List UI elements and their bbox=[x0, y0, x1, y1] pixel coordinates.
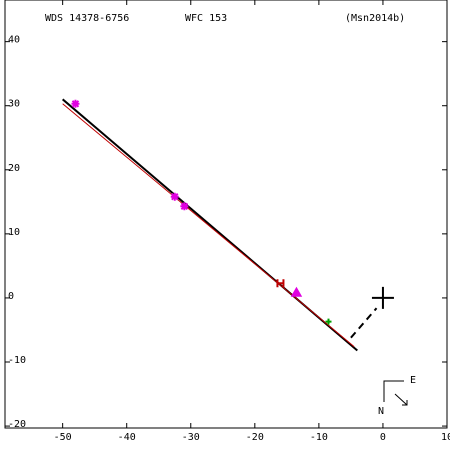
x-tick-label: -20 bbox=[246, 432, 264, 443]
header-name: WFC 153 bbox=[185, 13, 227, 24]
point-h bbox=[276, 279, 285, 288]
header-wds: WDS 14378-6756 bbox=[45, 13, 129, 24]
x-tick-label: 0 bbox=[380, 432, 386, 443]
point-star bbox=[180, 202, 189, 211]
orbit-line bbox=[62, 103, 355, 348]
x-tick-label: -30 bbox=[182, 432, 200, 443]
compass-north: N bbox=[378, 406, 384, 417]
x-tick-label: -40 bbox=[118, 432, 136, 443]
compass-arms bbox=[383, 380, 404, 402]
primary-star bbox=[371, 286, 394, 309]
point-triangle bbox=[290, 286, 303, 297]
point-star bbox=[71, 99, 80, 108]
y-tick-label: -10 bbox=[8, 355, 26, 366]
compass-arrowhead bbox=[402, 400, 408, 406]
point-star bbox=[170, 192, 179, 201]
y-tick-label: -20 bbox=[8, 419, 26, 430]
y-tick-label: 20 bbox=[8, 163, 20, 174]
plot-frame bbox=[4, 0, 448, 429]
y-tick-label: 10 bbox=[8, 227, 20, 238]
compass-east: E bbox=[410, 375, 416, 386]
header-ref: (Msn2014b) bbox=[345, 13, 405, 24]
compass-arrow bbox=[394, 393, 408, 406]
x-tick-label: -10 bbox=[310, 432, 328, 443]
point-plus bbox=[325, 318, 332, 325]
y-tick-label: 40 bbox=[8, 35, 20, 46]
y-tick-label: 30 bbox=[8, 99, 20, 110]
x-tick-label: -50 bbox=[54, 432, 72, 443]
compass: E N bbox=[378, 375, 416, 417]
y-tick-label: 0 bbox=[8, 291, 14, 302]
dashed-line bbox=[350, 307, 378, 339]
x-tick-label: 10 bbox=[441, 432, 450, 443]
